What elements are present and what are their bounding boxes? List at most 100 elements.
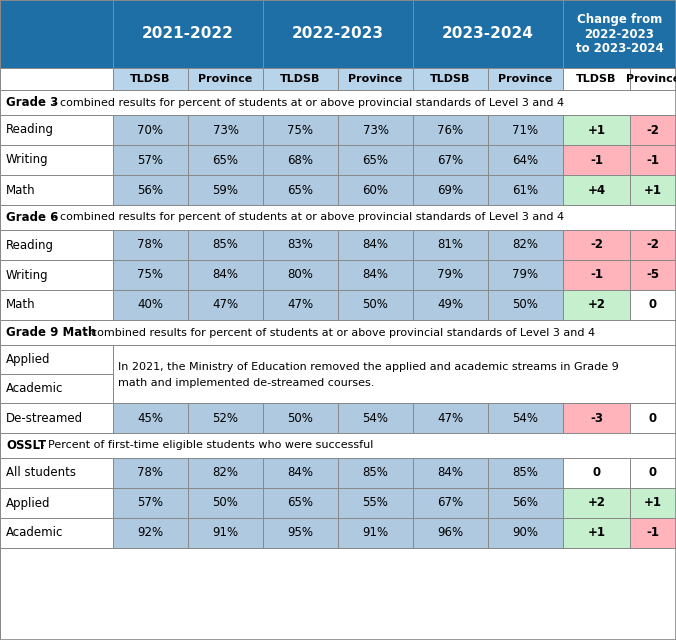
Bar xyxy=(563,403,630,433)
Bar xyxy=(630,403,676,433)
Text: 84%: 84% xyxy=(437,467,464,479)
Text: 0: 0 xyxy=(592,467,600,479)
Bar xyxy=(413,0,563,68)
Bar xyxy=(563,175,630,205)
Bar xyxy=(630,175,676,205)
Bar xyxy=(188,458,263,488)
Text: 65%: 65% xyxy=(287,184,314,196)
Text: Reading: Reading xyxy=(6,124,54,136)
Bar xyxy=(0,0,113,68)
Bar xyxy=(0,458,113,488)
Text: Change from
2022-2023
to 2023-2024: Change from 2022-2023 to 2023-2024 xyxy=(576,13,663,56)
Bar xyxy=(113,260,188,290)
Text: 67%: 67% xyxy=(437,497,464,509)
Text: In 2021, the Ministry of Education removed the applied and academic streams in G: In 2021, the Ministry of Education remov… xyxy=(118,362,619,372)
Bar xyxy=(263,488,338,518)
Bar xyxy=(113,458,188,488)
Bar xyxy=(188,145,263,175)
Text: Grade 9 Math: Grade 9 Math xyxy=(6,326,96,339)
Text: +1: +1 xyxy=(587,527,606,540)
Text: Writing: Writing xyxy=(6,269,49,282)
Bar xyxy=(0,433,676,458)
Text: -1: -1 xyxy=(646,154,660,166)
Bar xyxy=(563,488,630,518)
Text: 54%: 54% xyxy=(512,412,539,424)
Text: 85%: 85% xyxy=(212,239,239,252)
Bar xyxy=(263,68,338,90)
Bar xyxy=(263,260,338,290)
Text: 59%: 59% xyxy=(212,184,239,196)
Text: TLDSB: TLDSB xyxy=(130,74,170,84)
Text: All students: All students xyxy=(6,467,76,479)
Bar xyxy=(338,145,413,175)
Text: Province: Province xyxy=(498,74,552,84)
Bar xyxy=(188,488,263,518)
Bar xyxy=(263,0,413,68)
Text: Province: Province xyxy=(198,74,253,84)
Text: 78%: 78% xyxy=(137,467,164,479)
Bar xyxy=(413,115,488,145)
Bar xyxy=(113,230,188,260)
Bar xyxy=(413,518,488,548)
Bar xyxy=(188,403,263,433)
Text: 75%: 75% xyxy=(287,124,314,136)
Bar xyxy=(338,68,413,90)
Text: 75%: 75% xyxy=(137,269,164,282)
Bar xyxy=(113,145,188,175)
Text: 50%: 50% xyxy=(287,412,314,424)
Text: 69%: 69% xyxy=(437,184,464,196)
Bar xyxy=(0,548,676,640)
Bar xyxy=(0,175,113,205)
Text: 54%: 54% xyxy=(362,412,389,424)
Bar xyxy=(488,488,563,518)
Bar xyxy=(0,90,676,115)
Bar xyxy=(563,260,630,290)
Text: - combined results for percent of students at or above provincial standards of L: - combined results for percent of studen… xyxy=(49,97,564,108)
Bar xyxy=(413,403,488,433)
Text: -2: -2 xyxy=(646,239,660,252)
Text: Applied: Applied xyxy=(6,353,51,366)
Text: +2: +2 xyxy=(587,298,606,312)
Text: 64%: 64% xyxy=(512,154,539,166)
Text: 50%: 50% xyxy=(362,298,389,312)
Text: 73%: 73% xyxy=(212,124,239,136)
Text: Math: Math xyxy=(6,184,36,196)
Bar xyxy=(488,68,563,90)
Text: -2: -2 xyxy=(590,239,603,252)
Text: -1: -1 xyxy=(646,527,660,540)
Bar xyxy=(113,0,263,68)
Bar xyxy=(263,230,338,260)
Bar xyxy=(338,290,413,320)
Text: OSSLT: OSSLT xyxy=(6,439,46,452)
Bar xyxy=(630,488,676,518)
Text: 95%: 95% xyxy=(287,527,314,540)
Text: 2023-2024: 2023-2024 xyxy=(442,26,534,42)
Bar xyxy=(0,230,113,260)
Text: 85%: 85% xyxy=(512,467,539,479)
Text: 2022-2023: 2022-2023 xyxy=(292,26,384,42)
Bar xyxy=(263,403,338,433)
Bar xyxy=(113,518,188,548)
Bar xyxy=(113,115,188,145)
Text: Math: Math xyxy=(6,298,36,312)
Text: 92%: 92% xyxy=(137,527,164,540)
Text: 85%: 85% xyxy=(362,467,389,479)
Bar xyxy=(0,488,113,518)
Bar xyxy=(113,175,188,205)
Text: 84%: 84% xyxy=(362,239,389,252)
Text: 56%: 56% xyxy=(137,184,164,196)
Text: Applied: Applied xyxy=(6,497,51,509)
Text: 50%: 50% xyxy=(512,298,539,312)
Bar xyxy=(0,518,113,548)
Text: 47%: 47% xyxy=(287,298,314,312)
Bar xyxy=(563,290,630,320)
Text: 55%: 55% xyxy=(362,497,389,509)
Bar xyxy=(0,320,676,345)
Bar xyxy=(263,518,338,548)
Text: 80%: 80% xyxy=(287,269,314,282)
Text: De-streamed: De-streamed xyxy=(6,412,83,424)
Text: - Percent of first-time eligible students who were successful: - Percent of first-time eligible student… xyxy=(37,440,373,451)
Bar xyxy=(188,518,263,548)
Bar xyxy=(188,115,263,145)
Bar xyxy=(488,518,563,548)
